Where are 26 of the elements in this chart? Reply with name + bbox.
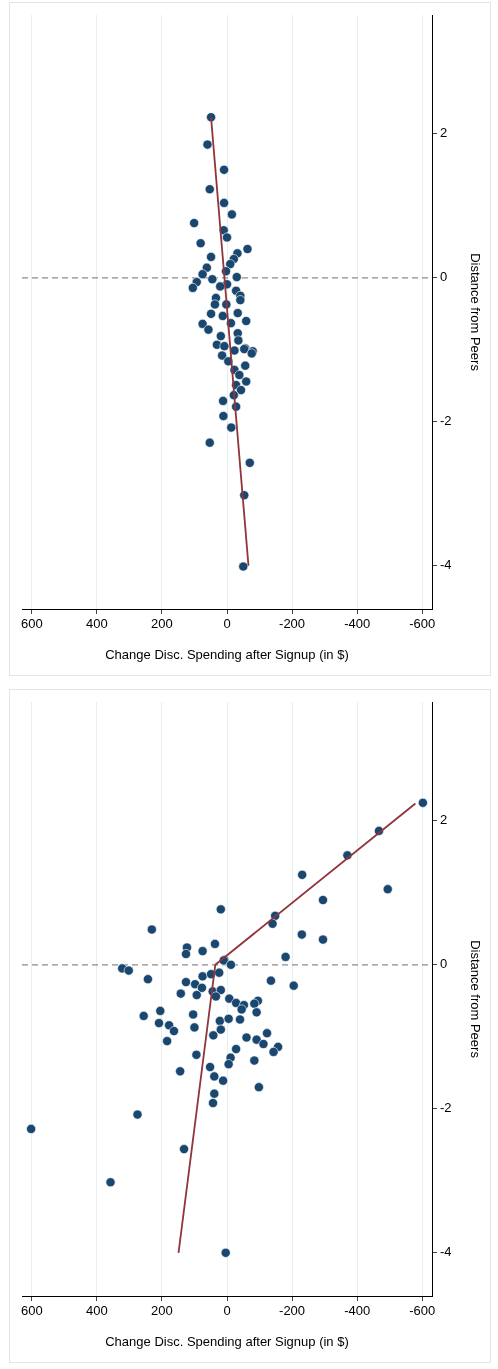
y-tick-label: -2 <box>440 413 452 429</box>
x-tick-label: 0 <box>223 616 231 632</box>
x-tick-label: 200 <box>151 616 173 632</box>
y-tick-label: 0 <box>440 956 448 972</box>
x-tick-label: -400 <box>344 616 371 632</box>
y-tick-label: 2 <box>440 812 448 828</box>
y-tick-label: 2 <box>440 125 448 141</box>
x-axis-title: Change Disc. Spending after Signup (in $) <box>105 1333 349 1349</box>
y-tick-label: -4 <box>440 1244 452 1260</box>
y-axis-title: Distance from Peers <box>467 940 483 1059</box>
x-tick-label: -600 <box>409 1303 436 1319</box>
x-tick-label: 400 <box>85 1303 108 1319</box>
y-tick-label: -4 <box>440 557 452 573</box>
x-tick-label: -400 <box>344 1303 371 1319</box>
y-axis-title: Distance from Peers <box>467 253 483 372</box>
y-tick-label: 0 <box>440 269 448 285</box>
x-tick-label: -200 <box>279 1303 306 1319</box>
y-tick-label: -2 <box>440 1100 452 1116</box>
x-tick-label: 600 <box>20 1303 43 1319</box>
x-tick-label: -600 <box>409 616 436 632</box>
x-tick-label: 400 <box>85 616 108 632</box>
x-tick-label: 600 <box>20 616 43 632</box>
x-axis-title: Change Disc. Spending after Signup (in $) <box>105 646 349 662</box>
x-tick-label: -200 <box>279 616 306 632</box>
x-tick-label: 0 <box>223 1303 231 1319</box>
x-tick-label: 200 <box>151 1303 173 1319</box>
